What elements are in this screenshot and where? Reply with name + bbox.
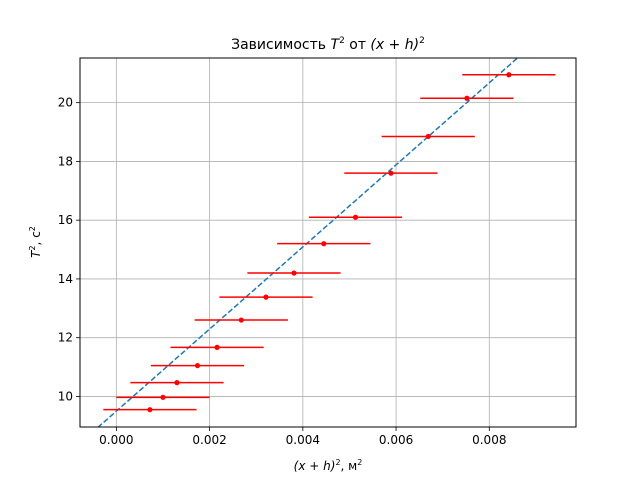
data-layer [103, 72, 556, 413]
xlabel-unit-sup: 2 [357, 458, 362, 467]
xlabel-sup: 2 [335, 458, 340, 467]
y-tick-label: 12 [58, 331, 73, 345]
y-axis-label: T2, с2 [28, 226, 43, 258]
y-tick-label: 20 [58, 96, 73, 110]
title-xh: (x + h) [370, 37, 419, 53]
data-point [464, 95, 470, 101]
ylabel-unit: , с [29, 231, 43, 245]
y-tick-label: 16 [58, 213, 73, 227]
title-prefix: Зависимость [231, 37, 330, 53]
y-tick-label: 14 [58, 272, 73, 286]
x-tick-label: 0.008 [472, 433, 506, 447]
data-point [321, 241, 327, 247]
data-point [174, 380, 180, 386]
y-axis-ticks: 10 12 14 16 18 20 [58, 96, 80, 403]
data-point [291, 270, 297, 276]
data-point [425, 133, 431, 140]
x-tick-label: 0.004 [286, 433, 320, 447]
y-tick-label: 10 [58, 389, 73, 403]
xlabel-main: (x + h) [294, 459, 336, 473]
data-point [388, 170, 394, 176]
x-tick-label: 0.006 [379, 433, 413, 447]
data-point [147, 407, 153, 413]
x-axis-label: (x + h)2, м2 [294, 458, 363, 473]
data-point [352, 214, 359, 220]
data-point [238, 317, 244, 323]
data-point [160, 394, 166, 400]
y-tick-label: 18 [58, 154, 73, 168]
ylabel-t: T [29, 249, 43, 258]
data-point [263, 294, 269, 300]
data-point [506, 72, 512, 78]
title-t: T [331, 37, 341, 53]
data-point [194, 362, 201, 369]
title-sup: 2 [339, 36, 345, 46]
plot-frame [79, 57, 577, 428]
title-sup2: 2 [419, 36, 425, 46]
xlabel-unit: , м [341, 459, 358, 473]
title-mid: от [345, 37, 371, 53]
chart-title: Зависимость T2 от (x + h)2 [231, 36, 425, 53]
x-tick-label: 0.000 [99, 433, 133, 447]
x-axis-ticks: 0.000 0.002 0.004 0.006 0.008 [99, 427, 506, 447]
ylabel-sup: 2 [28, 245, 37, 250]
ylabel-unit-sup: 2 [28, 226, 37, 231]
data-point [214, 344, 220, 350]
x-tick-label: 0.002 [192, 433, 226, 447]
